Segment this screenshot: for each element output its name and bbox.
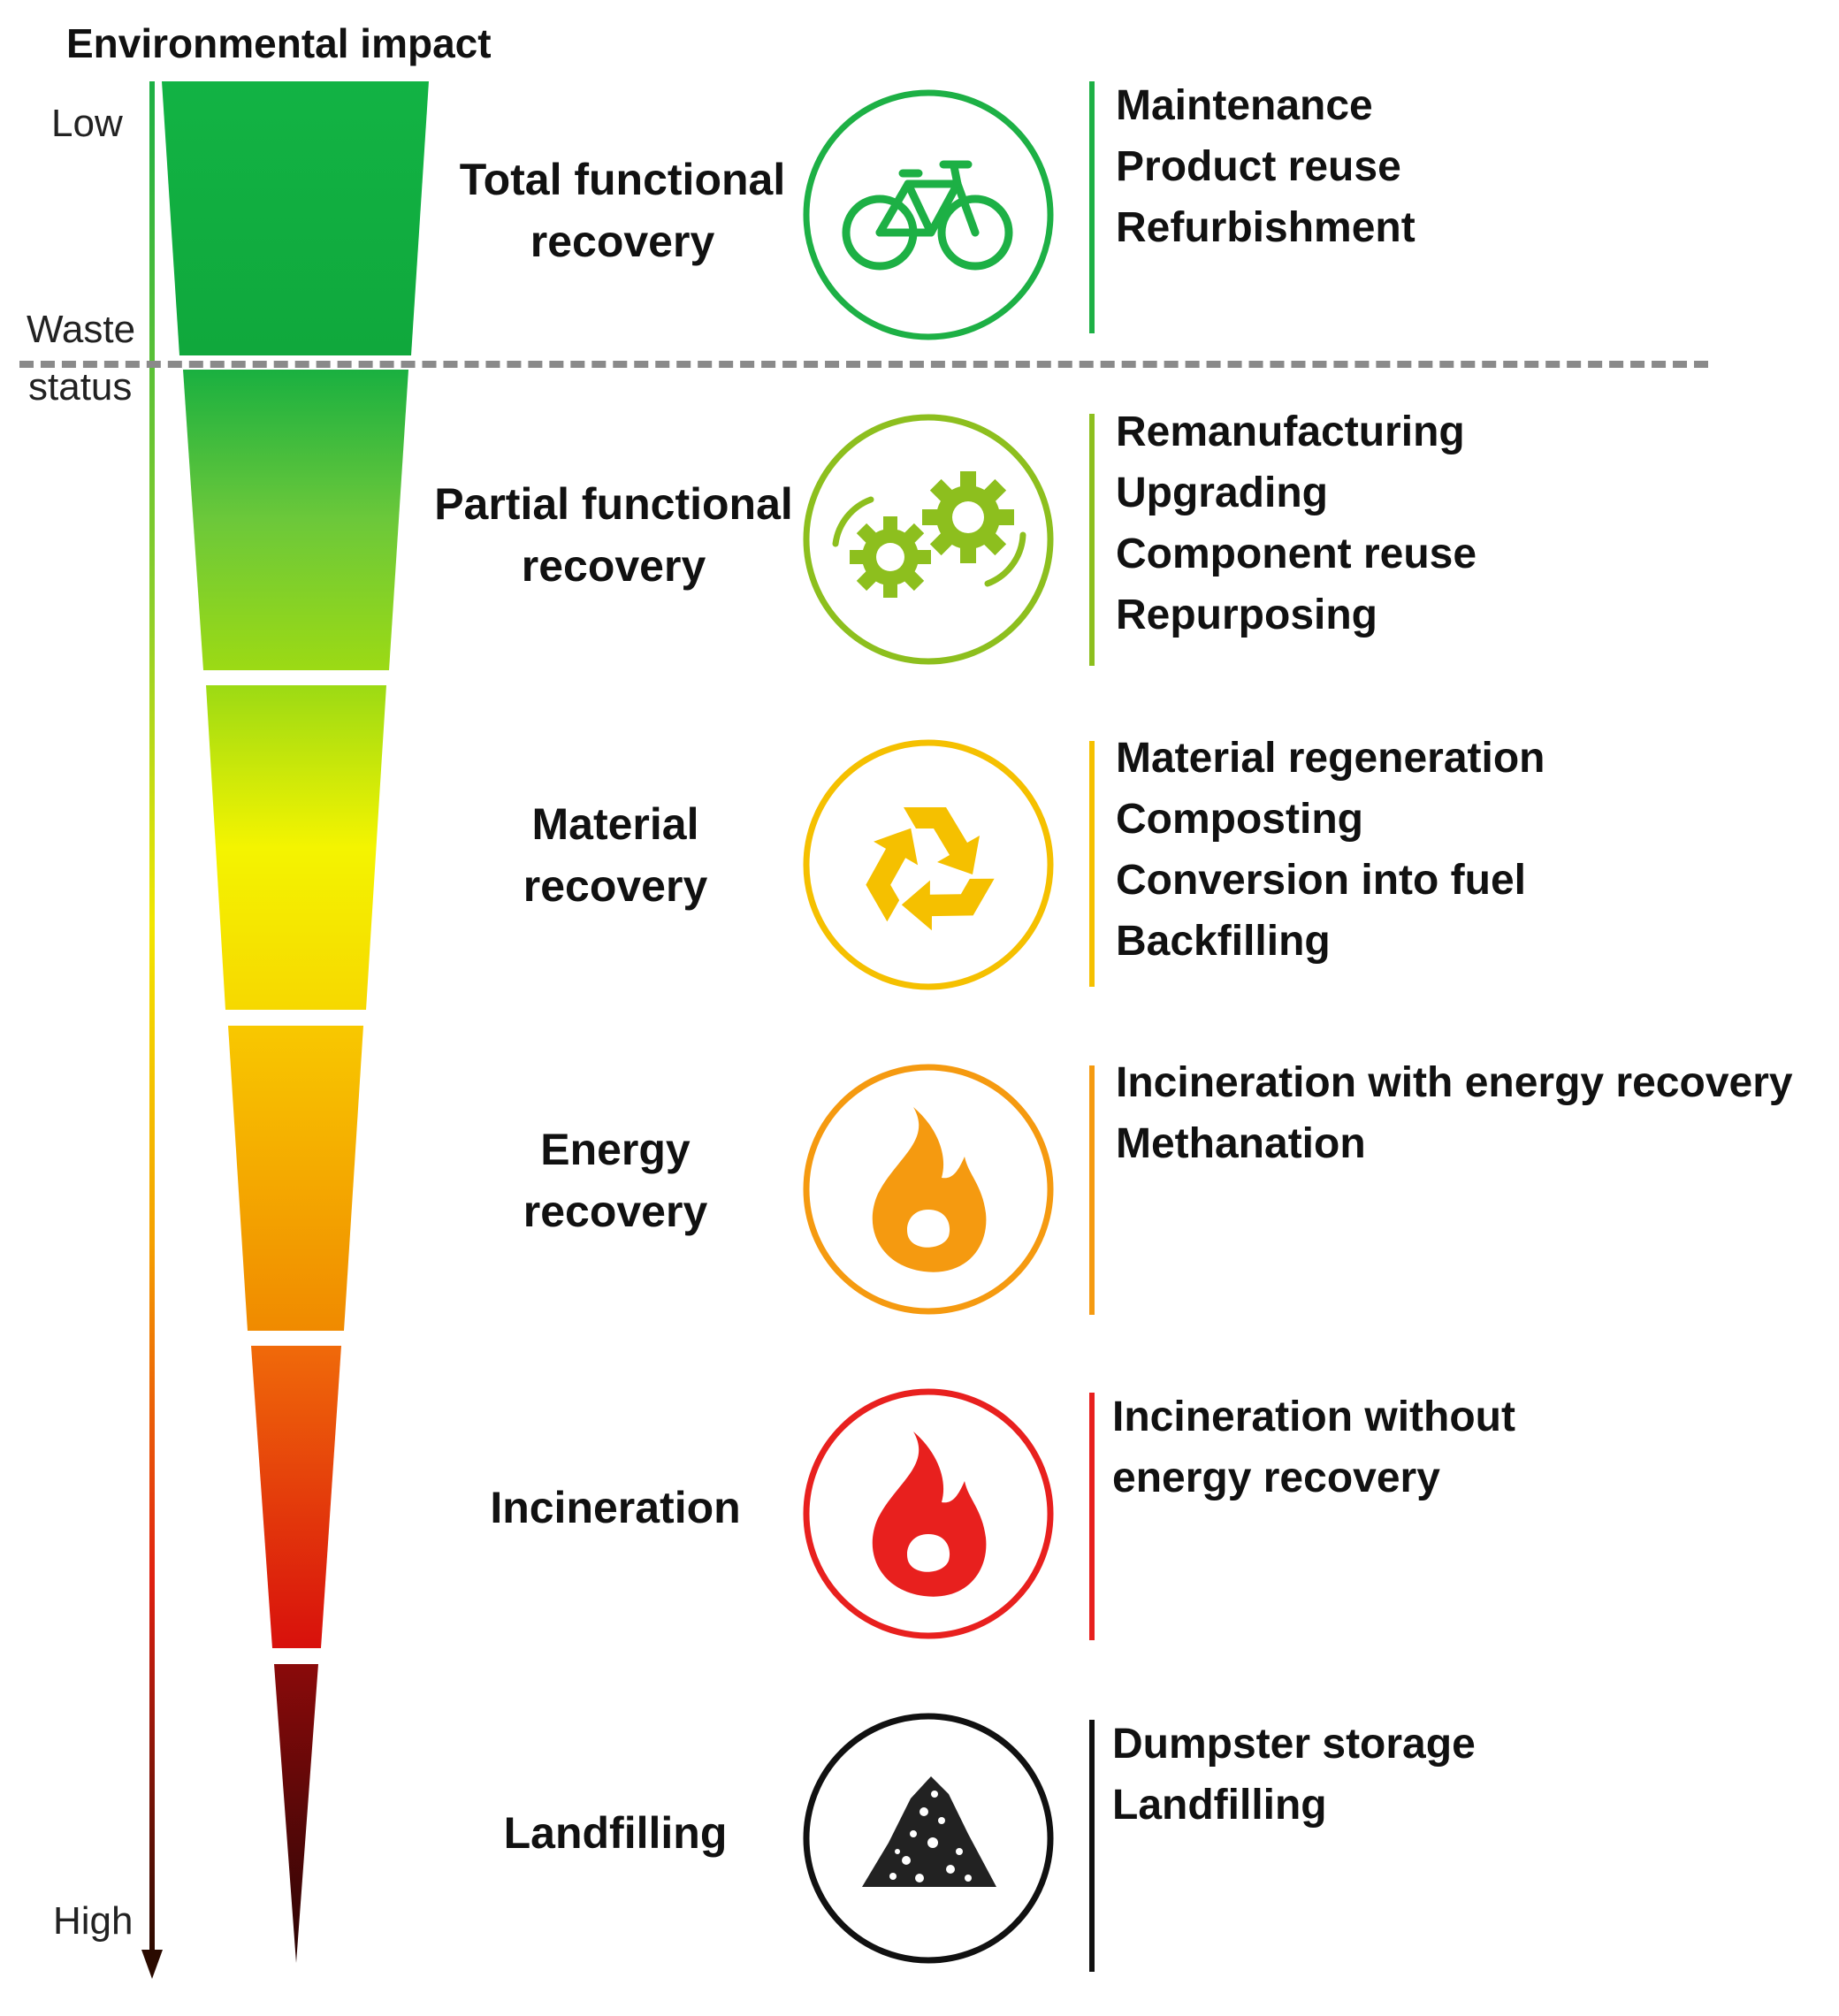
method-item: Product reuse bbox=[1116, 143, 1401, 190]
stage-label-partial-functional-recovery: Partial functional recovery bbox=[428, 473, 799, 597]
funnel-segment-partial-functional-recovery bbox=[183, 370, 408, 670]
method-item: Methanation bbox=[1116, 1120, 1366, 1167]
waste-status-label-line1: Waste bbox=[27, 308, 136, 351]
axis-low-label: Low bbox=[51, 102, 123, 145]
funnel-segment-total-functional-recovery bbox=[162, 81, 429, 355]
method-item: Composting bbox=[1116, 796, 1363, 843]
stage-bar bbox=[1089, 1720, 1095, 1972]
method-item: Remanufacturing bbox=[1116, 409, 1465, 455]
stage-bar bbox=[1089, 741, 1095, 987]
stage-label-line: Total functional bbox=[459, 155, 786, 204]
funnel-segment-material-recovery bbox=[206, 685, 386, 1010]
funnel-segment-energy-recovery bbox=[228, 1026, 363, 1331]
method-item: Conversion into fuel bbox=[1116, 857, 1527, 904]
method-item: Incineration with energy recovery bbox=[1116, 1059, 1793, 1106]
methods-list-total-functional-recovery: Maintenance Product reuse Refurbishment bbox=[1116, 75, 1415, 258]
methods-list-incineration: Incineration without energy recovery bbox=[1112, 1386, 1515, 1508]
method-item: Dumpster storage bbox=[1112, 1721, 1476, 1768]
methods-list-energy-recovery: Incineration with energy recovery Methan… bbox=[1116, 1052, 1793, 1174]
stage-bar bbox=[1089, 1393, 1095, 1640]
flame-icon bbox=[800, 1386, 1057, 1642]
waste-status-label-line2: status bbox=[28, 365, 133, 409]
stage-label-incineration: Incineration bbox=[430, 1477, 801, 1539]
bicycle-icon bbox=[800, 87, 1057, 343]
stage-label-line: recovery bbox=[523, 1187, 708, 1236]
gears-icon bbox=[800, 411, 1057, 668]
methods-list-partial-functional-recovery: Remanufacturing Upgrading Component reus… bbox=[1116, 401, 1477, 645]
method-item: Upgrading bbox=[1116, 470, 1328, 516]
stage-label-total-functional-recovery: Total functional recovery bbox=[437, 149, 808, 272]
stage-bar bbox=[1089, 1065, 1095, 1315]
stage-label-line: Partial functional bbox=[434, 479, 793, 529]
method-item: Backfilling bbox=[1116, 918, 1331, 965]
stage-label-line: Energy bbox=[540, 1125, 691, 1174]
method-item: Component reuse bbox=[1116, 531, 1477, 577]
stage-label-line: recovery bbox=[530, 217, 715, 266]
axis-high-label: High bbox=[53, 1899, 134, 1943]
stage-label-line: recovery bbox=[521, 541, 706, 591]
axis-line bbox=[149, 81, 155, 1954]
axis-arrowhead bbox=[141, 1950, 163, 1979]
rubble-pile-icon bbox=[800, 1710, 1057, 1966]
stage-label-line: Incineration bbox=[490, 1483, 741, 1532]
method-item: Repurposing bbox=[1116, 592, 1377, 638]
method-item: Refurbishment bbox=[1116, 204, 1415, 251]
stage-label-material-recovery: Material recovery bbox=[430, 793, 801, 917]
axis-title: Environmental impact bbox=[66, 20, 492, 66]
recycle-icon bbox=[800, 737, 1057, 993]
stage-label-landfilling: Landfilling bbox=[430, 1802, 801, 1864]
stage-label-line: Material bbox=[531, 799, 699, 849]
method-item: Material regeneration bbox=[1116, 735, 1545, 782]
method-item: energy recovery bbox=[1112, 1455, 1440, 1501]
waste-status-divider bbox=[19, 361, 1708, 368]
method-item: Incineration without bbox=[1112, 1394, 1515, 1440]
method-item: Landfilling bbox=[1112, 1782, 1327, 1829]
method-item: Maintenance bbox=[1116, 82, 1373, 129]
stage-label-line: Landfilling bbox=[503, 1808, 728, 1858]
stage-label-line: recovery bbox=[523, 861, 708, 911]
funnel-segment-incineration bbox=[251, 1346, 341, 1648]
methods-list-landfilling: Dumpster storage Landfilling bbox=[1112, 1714, 1476, 1836]
stage-bar bbox=[1089, 81, 1095, 333]
stage-label-energy-recovery: Energy recovery bbox=[430, 1119, 801, 1242]
stage-bar bbox=[1089, 414, 1095, 666]
flame-icon bbox=[800, 1061, 1057, 1317]
methods-list-material-recovery: Material regeneration Composting Convers… bbox=[1116, 728, 1545, 972]
funnel-segment-landfilling bbox=[274, 1664, 318, 1963]
